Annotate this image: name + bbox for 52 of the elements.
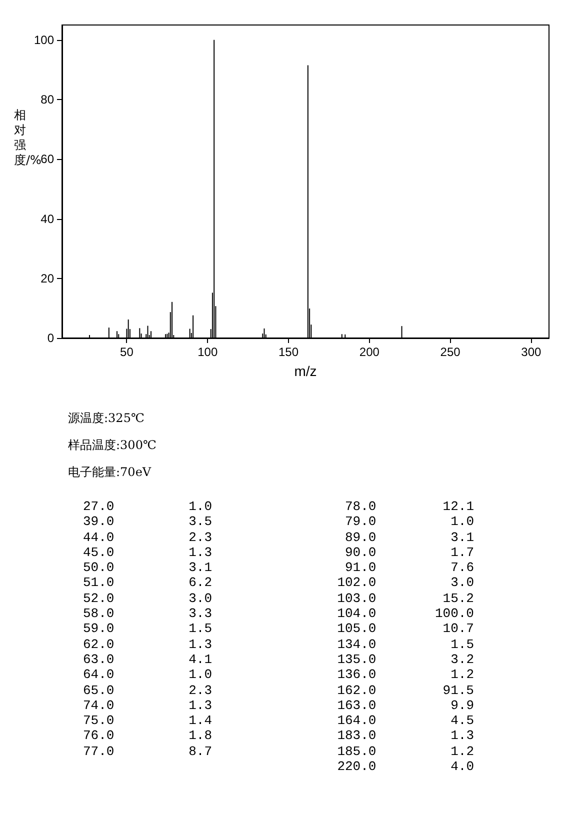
x-tick-label: 250 — [440, 345, 461, 359]
text: 102.0 3.0 — [336, 575, 474, 591]
text: 164.0 4.5 — [336, 713, 474, 728]
x-tick-label: 100 — [198, 345, 218, 359]
text: 91.0 7.6 — [344, 560, 474, 576]
y-axis-title: 相对强度/% — [14, 108, 42, 168]
x-tick-label: 200 — [359, 345, 380, 359]
y-tick-label: 60 — [40, 152, 54, 166]
text: 52.0 3.0 — [82, 590, 212, 606]
text: 62.0 1.3 — [82, 636, 212, 652]
x-tick-label: 300 — [521, 345, 542, 359]
y-tick-label: 80 — [40, 92, 54, 107]
text: 79.0 1.0 — [344, 514, 474, 530]
text: 45.0 1.3 — [82, 544, 212, 560]
text: 64.0 1.0 — [82, 667, 212, 683]
text: 220.0 4.0 — [336, 759, 474, 774]
text: 163.0 9.9 — [336, 698, 474, 714]
text: 63.0 4.1 — [82, 652, 212, 668]
text: 162.0 91.5 — [336, 682, 474, 698]
text: 51.0 6.2 — [82, 575, 212, 591]
text: 185.0 1.2 — [336, 744, 474, 760]
y-tick-label: 40 — [40, 212, 54, 226]
y-tick-label: 0 — [47, 331, 54, 345]
text: 59.0 1.5 — [82, 621, 212, 637]
text: 105.0 10.7 — [336, 621, 474, 637]
text: 44.0 2.3 — [82, 530, 212, 545]
text: 75.0 1.4 — [82, 713, 212, 728]
text: 源温度:325℃ — [68, 410, 146, 427]
text: 50.0 3.1 — [82, 560, 212, 576]
text: 134.0 1.5 — [336, 636, 474, 652]
text: 135.0 3.2 — [336, 652, 474, 668]
y-tick-label: 100 — [34, 32, 54, 47]
x-axis-title: m/z — [294, 363, 317, 379]
text: 65.0 2.3 — [82, 682, 212, 698]
x-tick-label: 50 — [120, 345, 134, 359]
text: 103.0 15.2 — [336, 590, 474, 606]
text: 样品温度:300℃ — [68, 437, 156, 454]
text: 90.0 1.7 — [344, 544, 474, 560]
text: 77.0 8.7 — [82, 744, 212, 760]
text: 39.0 3.5 — [82, 514, 212, 530]
text: 104.0 100.0 — [336, 606, 474, 622]
text: 电子能量:70eV — [68, 464, 152, 481]
text: 89.0 3.1 — [344, 530, 474, 545]
y-tick-label: 20 — [40, 271, 54, 286]
text: 183.0 1.3 — [336, 728, 474, 744]
text: 78.0 12.1 — [344, 499, 474, 514]
text: 74.0 1.3 — [82, 698, 212, 714]
text: 136.0 1.2 — [336, 667, 474, 683]
text: 58.0 3.3 — [82, 606, 212, 622]
text: 27.0 1.0 — [82, 499, 212, 514]
text: 76.0 1.8 — [82, 728, 212, 744]
x-tick-label: 150 — [278, 345, 299, 359]
